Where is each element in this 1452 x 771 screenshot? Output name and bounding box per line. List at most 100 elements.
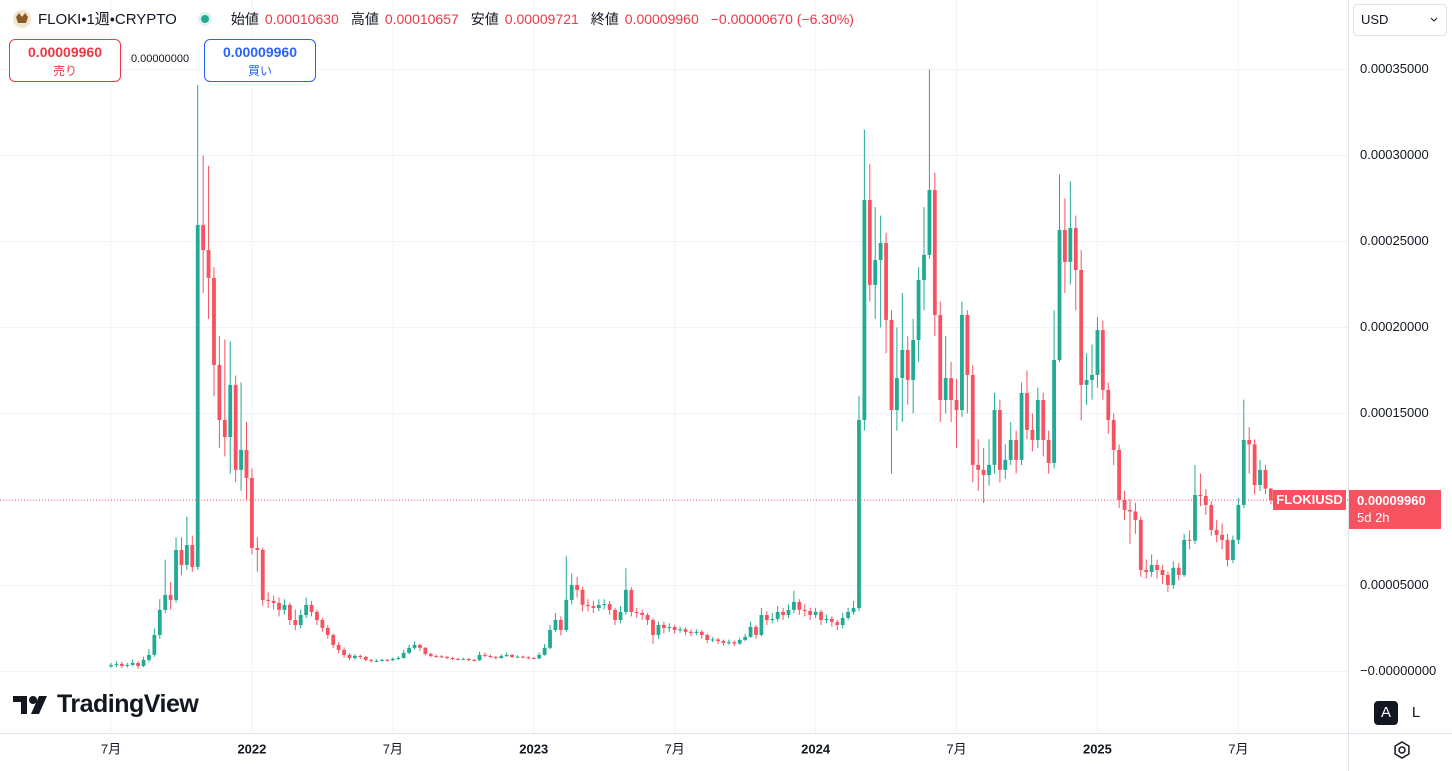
x-tick-label: 7月 <box>383 741 403 756</box>
candle-body <box>504 654 509 656</box>
candle-body <box>943 378 948 401</box>
candle-body <box>125 664 130 666</box>
candle-body <box>1171 567 1176 585</box>
candle-body <box>651 620 655 635</box>
candle-body <box>694 631 699 633</box>
last-price: 0.00009960 <box>1357 493 1426 509</box>
candle-body <box>461 658 466 660</box>
buy-label: 買い <box>247 64 272 78</box>
candle-body <box>217 364 222 420</box>
candle-body <box>445 656 449 659</box>
candle-body <box>325 627 330 635</box>
candle-body <box>331 634 336 645</box>
candle-body <box>168 594 173 600</box>
candle-body <box>336 644 341 650</box>
candle-body <box>819 611 823 621</box>
candle-body <box>905 349 910 380</box>
candle-body <box>927 190 932 255</box>
candle-body <box>1144 569 1149 573</box>
candle-body <box>781 611 785 616</box>
candle-body <box>542 647 547 655</box>
sell-button[interactable]: 0.00009960 売り <box>9 39 121 82</box>
candle-body <box>716 639 720 641</box>
candle-body <box>179 550 184 565</box>
x-tick-label: 2022 <box>237 741 266 756</box>
candle-body <box>244 449 249 478</box>
price-axis-bg <box>1348 0 1452 771</box>
candle-body <box>499 655 504 659</box>
candle-body <box>873 260 878 285</box>
x-tick-label: 2023 <box>519 741 548 756</box>
candle-body <box>1263 469 1268 489</box>
candle-body <box>1063 229 1067 262</box>
candle-body <box>1035 400 1040 440</box>
candle-body <box>1106 389 1111 420</box>
currency-select[interactable]: USD <box>1353 4 1447 36</box>
candle-body <box>851 607 856 612</box>
candle-body <box>699 631 704 635</box>
candle-body <box>710 639 715 641</box>
candle-body <box>1095 330 1100 375</box>
candle-body <box>1187 539 1192 541</box>
candle-body <box>689 631 693 633</box>
candle-body <box>537 654 542 659</box>
candle-body <box>455 658 460 660</box>
candle-body <box>1025 392 1029 430</box>
candle-body <box>835 621 840 625</box>
candle-body <box>1231 539 1235 560</box>
y-tick-label: 0.00025000 <box>1360 233 1429 248</box>
candle-body <box>260 550 265 600</box>
candle-body <box>607 604 612 610</box>
sell-label: 売り <box>52 64 77 78</box>
candle-body <box>878 243 883 261</box>
candle-body <box>1057 229 1062 360</box>
candle-body <box>721 640 726 643</box>
candle-body <box>472 659 477 661</box>
legend: FLOKI・1週・CRYPTO 始値 0.00010630 高値 0.0001065… <box>12 8 860 29</box>
candle-body <box>298 615 303 625</box>
symbol[interactable]: FLOKI・1週・CRYPTO <box>38 11 177 28</box>
candle-body <box>683 629 688 632</box>
candle-body <box>802 609 807 611</box>
high-label: 高値 <box>350 10 379 27</box>
candle-body <box>862 200 867 420</box>
buy-button[interactable]: 0.00009960 買い <box>204 39 316 82</box>
candle-body <box>1008 439 1013 460</box>
candle-body <box>1090 374 1094 380</box>
candle-body <box>412 644 417 648</box>
candle-body <box>1220 534 1224 540</box>
candle-body <box>277 602 281 610</box>
brand-icon <box>13 695 47 714</box>
x-tick-label: 7月 <box>1228 741 1248 756</box>
candle-body <box>726 642 731 644</box>
candle-body <box>889 319 894 411</box>
candle-body <box>488 655 493 657</box>
candle-body <box>250 477 254 548</box>
settings-button[interactable] <box>1392 740 1412 760</box>
candle-body <box>618 611 623 621</box>
candle-body <box>949 378 953 401</box>
candle-body <box>1193 494 1197 541</box>
candle-body <box>1268 488 1273 501</box>
candle-body <box>1176 567 1181 575</box>
auto-scale-button[interactable]: A <box>1374 701 1398 725</box>
candle-body <box>797 601 802 610</box>
close-value: 0.00009960 <box>624 10 699 27</box>
candle-body <box>195 224 200 567</box>
low-value: 0.00009721 <box>504 10 579 27</box>
candle-body <box>401 652 406 659</box>
candle-body <box>629 589 634 612</box>
candle-body <box>1122 499 1127 510</box>
candle-body <box>228 384 233 438</box>
candle-body <box>792 601 796 610</box>
candle-body <box>293 620 298 625</box>
candle-body <box>548 629 552 648</box>
candle-body <box>130 663 135 665</box>
candle-body <box>569 584 574 600</box>
candle-body <box>450 658 455 660</box>
candle-body <box>553 620 558 630</box>
candle-body <box>656 624 661 635</box>
log-scale-button[interactable]: L <box>1411 704 1421 721</box>
candle-body <box>1079 270 1084 385</box>
